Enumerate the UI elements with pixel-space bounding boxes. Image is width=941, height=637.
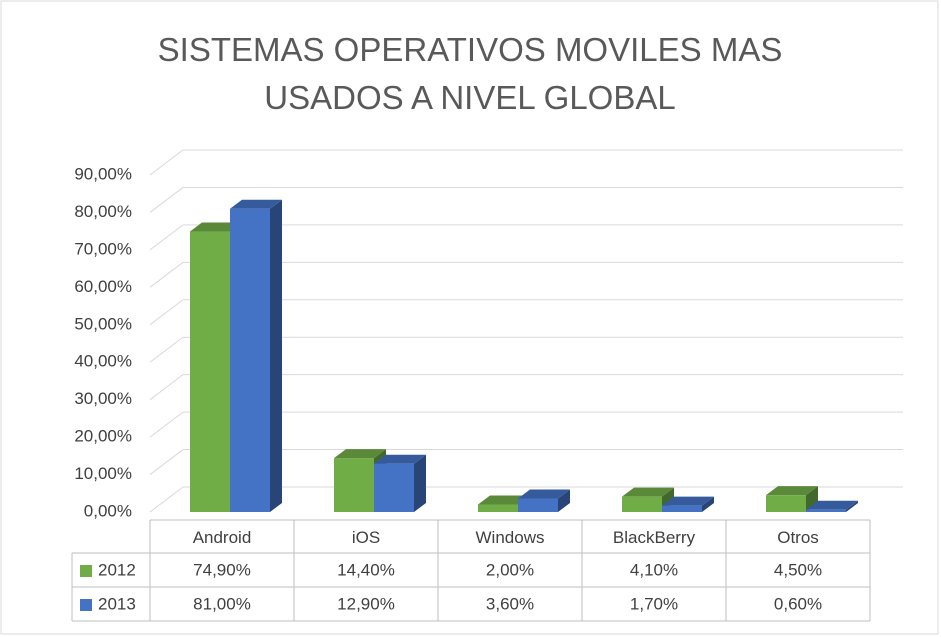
bar: [806, 509, 846, 512]
table-value: 2,00%: [486, 560, 534, 579]
y-tick-label: 70,00%: [74, 239, 132, 258]
x-tick-label: iOS: [352, 528, 380, 547]
bar: [334, 458, 374, 512]
bar-side: [558, 489, 570, 512]
bar-top: [518, 489, 570, 499]
bar-side: [702, 496, 714, 512]
grid-line-side: [149, 374, 184, 401]
legend-swatch: [80, 599, 92, 611]
bar-side: [806, 486, 818, 512]
bar-top: [622, 487, 674, 497]
table-value: 1,70%: [630, 594, 678, 613]
bar-top: [662, 496, 714, 506]
bar-side: [414, 454, 426, 512]
bar-side: [270, 199, 282, 512]
bar: [374, 463, 414, 512]
y-tick-label: 50,00%: [74, 314, 132, 333]
x-tick-label: Android: [193, 528, 252, 547]
bar: [622, 496, 662, 512]
bar: [190, 231, 230, 512]
grid-line-side: [149, 261, 184, 288]
y-tick-label: 20,00%: [74, 427, 132, 446]
bar-top: [478, 495, 530, 505]
bar: [478, 504, 518, 512]
y-tick-label: 40,00%: [74, 352, 132, 371]
bar-side: [846, 500, 858, 512]
table-value: 3,60%: [486, 594, 534, 613]
grid-line-side: [149, 411, 184, 438]
chart-title: SISTEMAS OPERATIVOS MOVILES MAS USADOS A…: [157, 31, 783, 116]
grid-line-side: [149, 187, 184, 213]
bar: [518, 498, 558, 512]
table-value: 81,00%: [193, 594, 251, 613]
table-value: 12,90%: [337, 594, 395, 613]
legend-label: 2013: [98, 594, 136, 613]
bar-top: [190, 222, 242, 232]
bar: [662, 505, 702, 512]
grid-line-side: [149, 149, 184, 176]
bar-top: [230, 199, 282, 209]
table-value: 14,40%: [337, 560, 395, 579]
y-tick-label: 30,00%: [74, 389, 132, 408]
legend-swatch: [80, 565, 92, 577]
grid-line-side: [149, 449, 184, 475]
table-value: 74,90%: [193, 560, 251, 579]
y-tick-label: 10,00%: [74, 464, 132, 483]
table-value: 4,50%: [774, 560, 822, 579]
x-tick-label: Windows: [476, 528, 545, 547]
y-tick-label: 80,00%: [74, 202, 132, 221]
x-tick-label: BlackBerry: [613, 528, 696, 547]
bar-top: [806, 500, 858, 510]
grid-line-side: [149, 336, 184, 363]
grid-line-side: [149, 224, 184, 251]
table-value: 0,60%: [774, 594, 822, 613]
bar: [766, 495, 806, 512]
y-tick-label: 60,00%: [74, 277, 132, 296]
bar-top: [374, 454, 426, 464]
y-tick-label: 90,00%: [74, 164, 132, 183]
x-tick-label: Otros: [777, 528, 819, 547]
table-value: 4,10%: [630, 560, 678, 579]
grid-line-side: [149, 486, 184, 513]
legend-label: 2012: [98, 560, 136, 579]
y-tick-label: 0,00%: [84, 501, 132, 520]
bar-top: [334, 449, 386, 459]
bar-top: [766, 486, 818, 496]
grid-line-side: [149, 299, 184, 326]
bar: [230, 208, 270, 512]
